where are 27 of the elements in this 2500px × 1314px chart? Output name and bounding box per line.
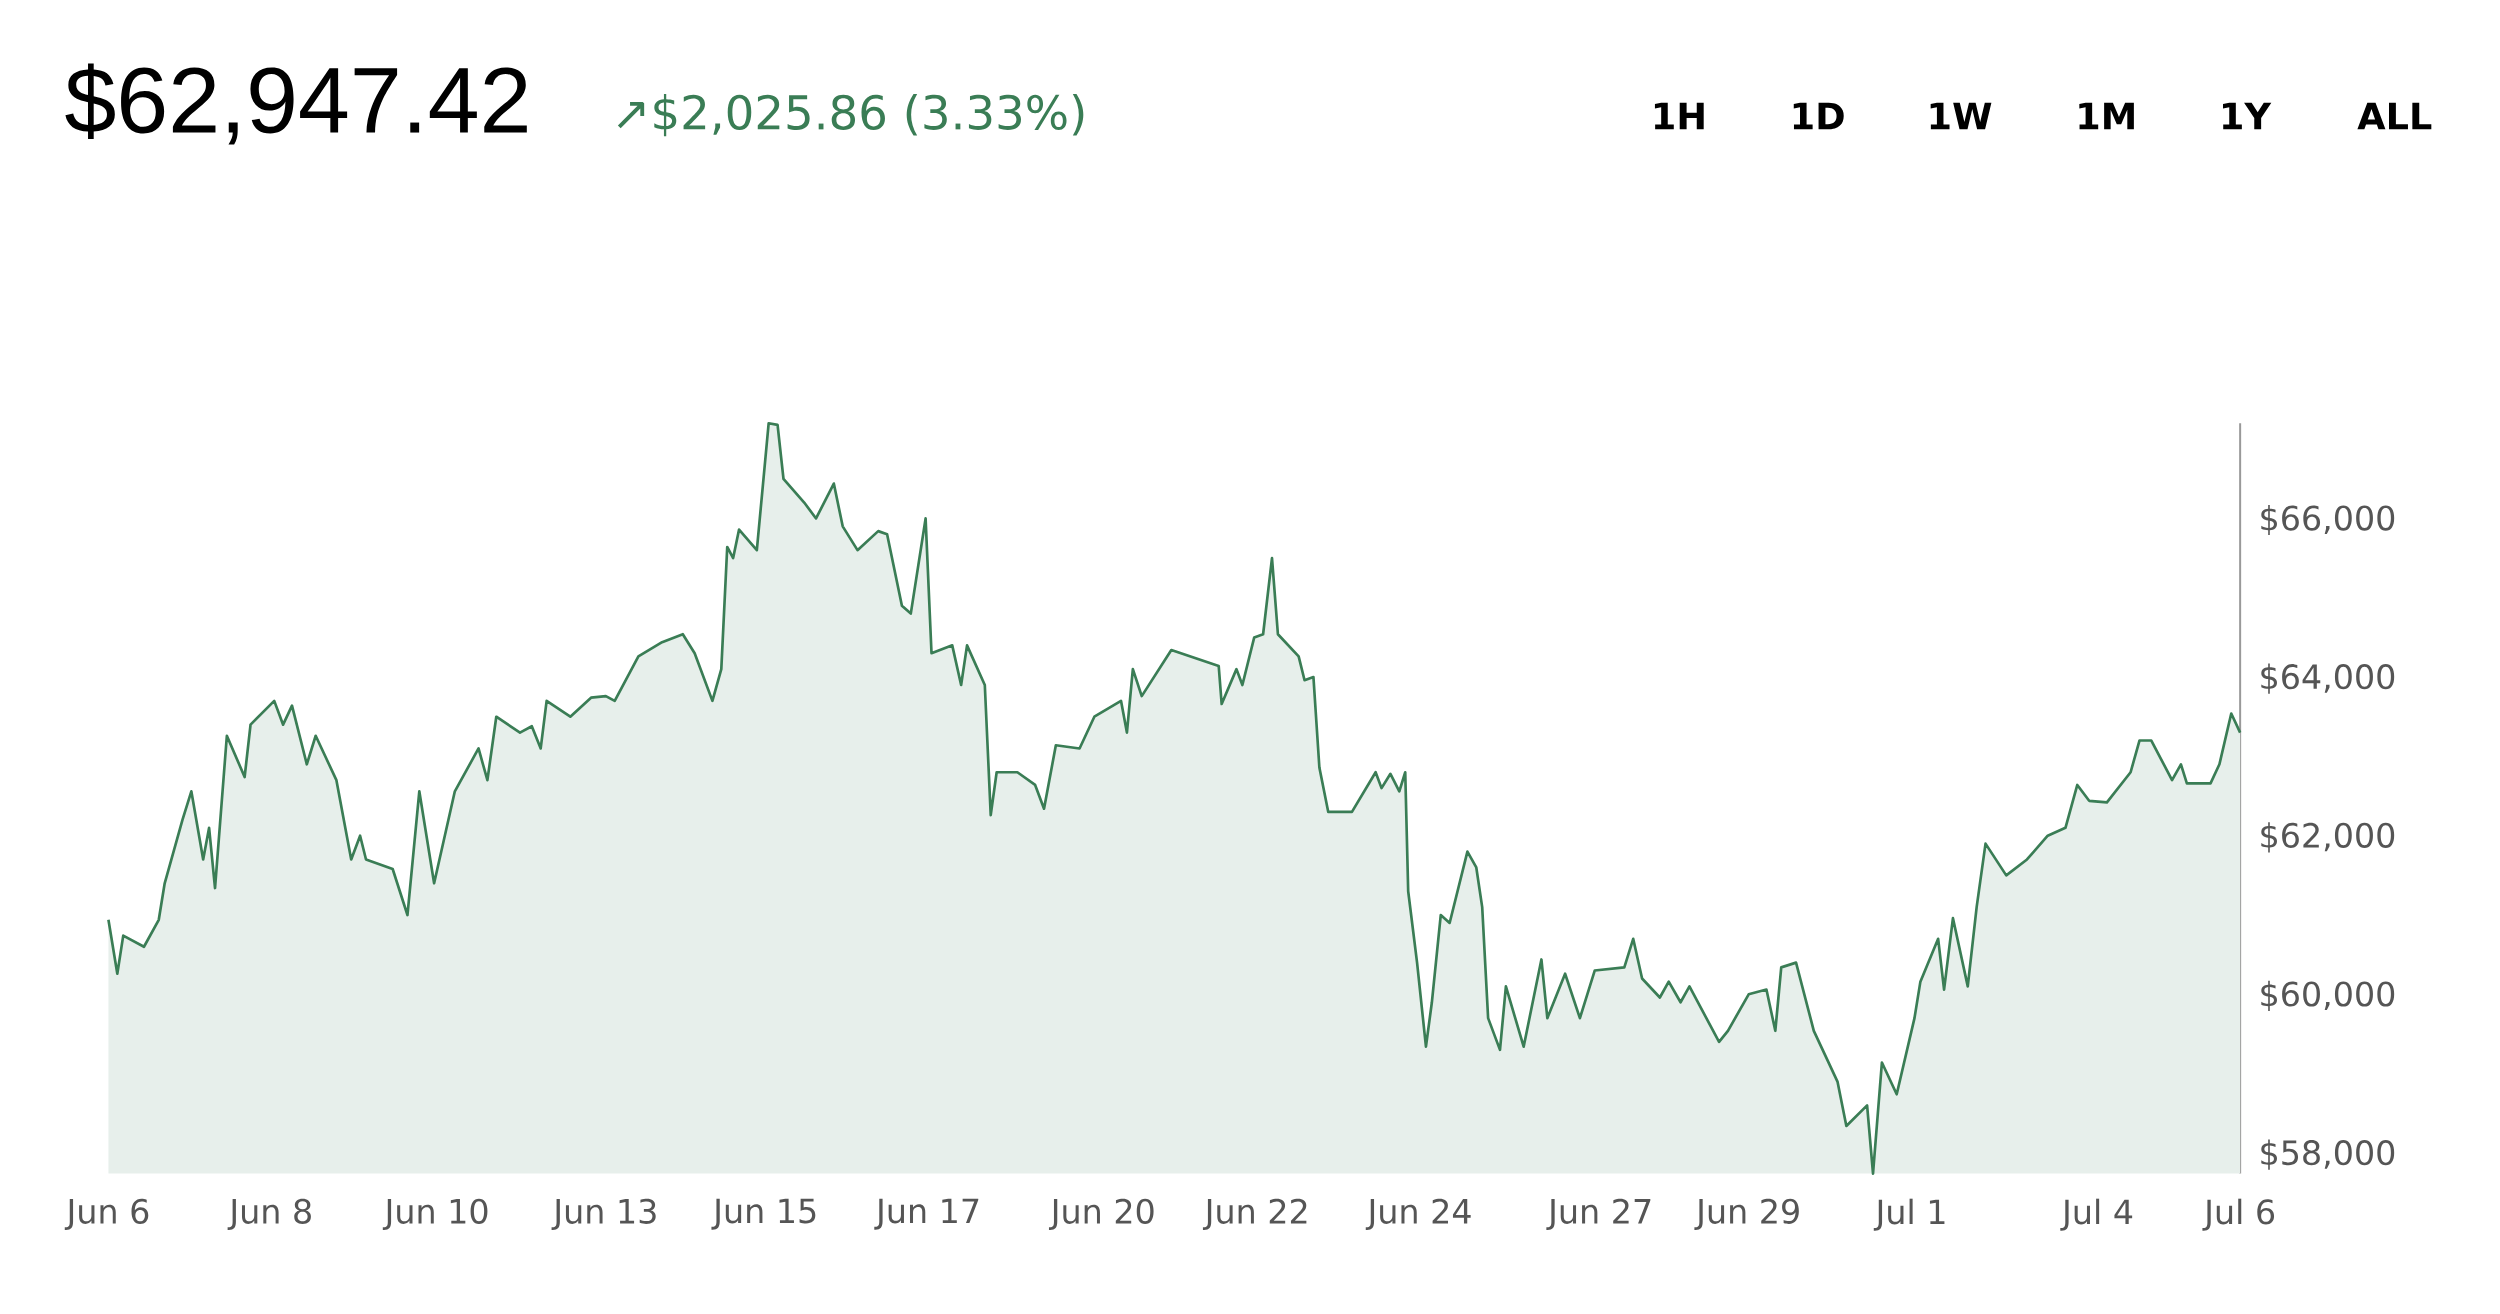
x-tick-label: Jul 6	[2202, 1198, 2275, 1231]
y-tick-label: $60,000	[2261, 980, 2395, 1012]
x-tick-label: Jun 22	[1202, 1198, 1307, 1231]
text: 1H	[1654, 102, 1704, 130]
x-tick-label: Jun 24	[1365, 1198, 1471, 1231]
y-tick-label: $64,000	[2261, 663, 2395, 694]
text: 1Y	[2223, 102, 2272, 130]
x-tick-label: Jul 1	[1873, 1198, 1945, 1231]
text: 1M	[2079, 102, 2134, 130]
y-tick-label: $62,000	[2261, 822, 2395, 853]
x-tick-label: Jun 15	[711, 1198, 816, 1230]
chart-subtitle: ↗$2,025.86 (3.33%)	[617, 93, 1084, 137]
x-tick-label: Jun 13	[551, 1198, 656, 1231]
x-tick-label: Jun 10	[382, 1198, 488, 1231]
x-tick-label: Jun 27	[1546, 1198, 1651, 1231]
y-tick-label: $58,000	[2261, 1139, 2395, 1170]
x-tick-label: Jul 4	[2060, 1198, 2133, 1231]
text: 1D	[1793, 102, 1844, 130]
text: ALL	[2357, 102, 2432, 130]
y-tick-label: $66,000	[2261, 504, 2395, 536]
x-tick-label: Jun 17	[874, 1198, 979, 1230]
x-tick-label: Jun 6	[64, 1198, 149, 1231]
text: 1W	[1930, 102, 1992, 130]
x-tick-label: Jun 20	[1048, 1198, 1154, 1231]
chart-title: $62,947.42	[65, 63, 527, 145]
x-tick-label: Jun 8	[227, 1198, 311, 1231]
x-tick-label: Jun 29	[1694, 1198, 1799, 1231]
